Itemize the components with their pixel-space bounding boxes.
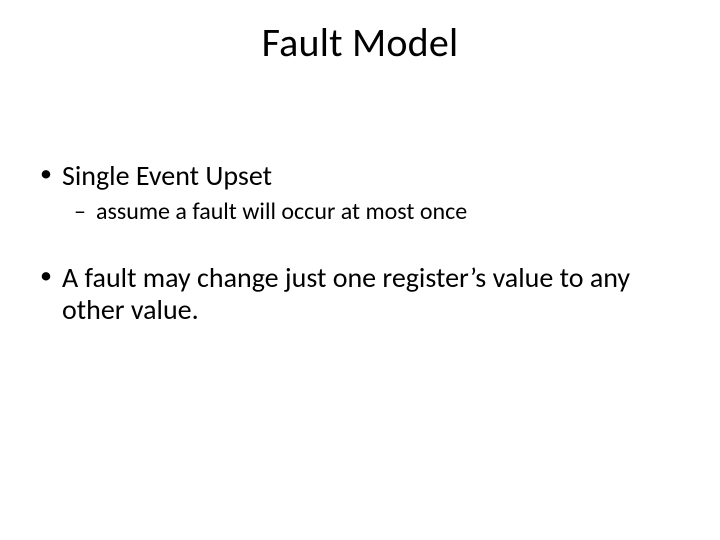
slide: Fault Model Single Event Upset assume a … xyxy=(0,0,720,540)
bullet-level-1: A fault may change just one register’s v… xyxy=(38,262,682,326)
bullet-level-1: Single Event Upset xyxy=(38,160,682,192)
slide-title: Fault Model xyxy=(0,18,720,67)
slide-content: Single Event Upset assume a fault will o… xyxy=(38,160,682,332)
bullet-level-2: assume a fault will occur at most once xyxy=(38,198,682,226)
bullet-text: A fault may change just one register’s v… xyxy=(62,260,630,327)
bullet-text: Single Event Upset xyxy=(62,158,272,193)
bullet-text: assume a fault will occur at most once xyxy=(96,197,467,226)
